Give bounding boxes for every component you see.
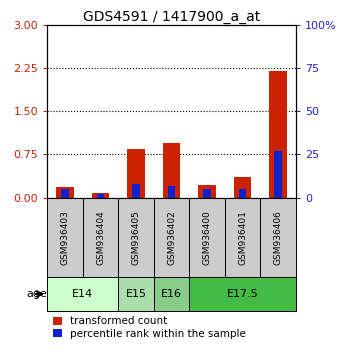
Text: GSM936400: GSM936400: [202, 210, 212, 265]
Text: GSM936406: GSM936406: [273, 210, 283, 265]
Text: E17.5: E17.5: [227, 289, 258, 299]
FancyBboxPatch shape: [154, 277, 189, 311]
FancyBboxPatch shape: [47, 277, 118, 311]
Text: GSM936402: GSM936402: [167, 210, 176, 264]
Bar: [203, 189, 211, 198]
FancyBboxPatch shape: [189, 277, 296, 311]
FancyBboxPatch shape: [118, 198, 154, 277]
FancyBboxPatch shape: [189, 198, 225, 277]
Text: GSM936405: GSM936405: [131, 210, 141, 265]
Bar: [132, 184, 140, 198]
Bar: [239, 189, 246, 198]
Text: GSM936401: GSM936401: [238, 210, 247, 265]
Bar: [61, 189, 69, 198]
Bar: [163, 143, 180, 198]
Text: E16: E16: [161, 289, 182, 299]
Bar: [198, 185, 216, 198]
Bar: [234, 177, 251, 198]
Text: GSM936403: GSM936403: [61, 210, 70, 265]
Bar: [168, 185, 175, 198]
FancyBboxPatch shape: [47, 198, 83, 277]
Text: age: age: [26, 289, 47, 299]
Legend: transformed count, percentile rank within the sample: transformed count, percentile rank withi…: [52, 316, 246, 339]
Bar: [127, 149, 145, 198]
Bar: [92, 193, 110, 198]
FancyBboxPatch shape: [260, 198, 296, 277]
FancyBboxPatch shape: [154, 198, 189, 277]
FancyBboxPatch shape: [225, 198, 260, 277]
FancyBboxPatch shape: [118, 277, 154, 311]
Bar: [56, 187, 74, 198]
Bar: [274, 151, 282, 198]
Text: E14: E14: [72, 289, 93, 299]
Bar: [97, 194, 104, 198]
Title: GDS4591 / 1417900_a_at: GDS4591 / 1417900_a_at: [83, 10, 260, 24]
FancyBboxPatch shape: [83, 198, 118, 277]
Bar: [269, 71, 287, 198]
Text: E15: E15: [125, 289, 147, 299]
Text: GSM936404: GSM936404: [96, 210, 105, 264]
